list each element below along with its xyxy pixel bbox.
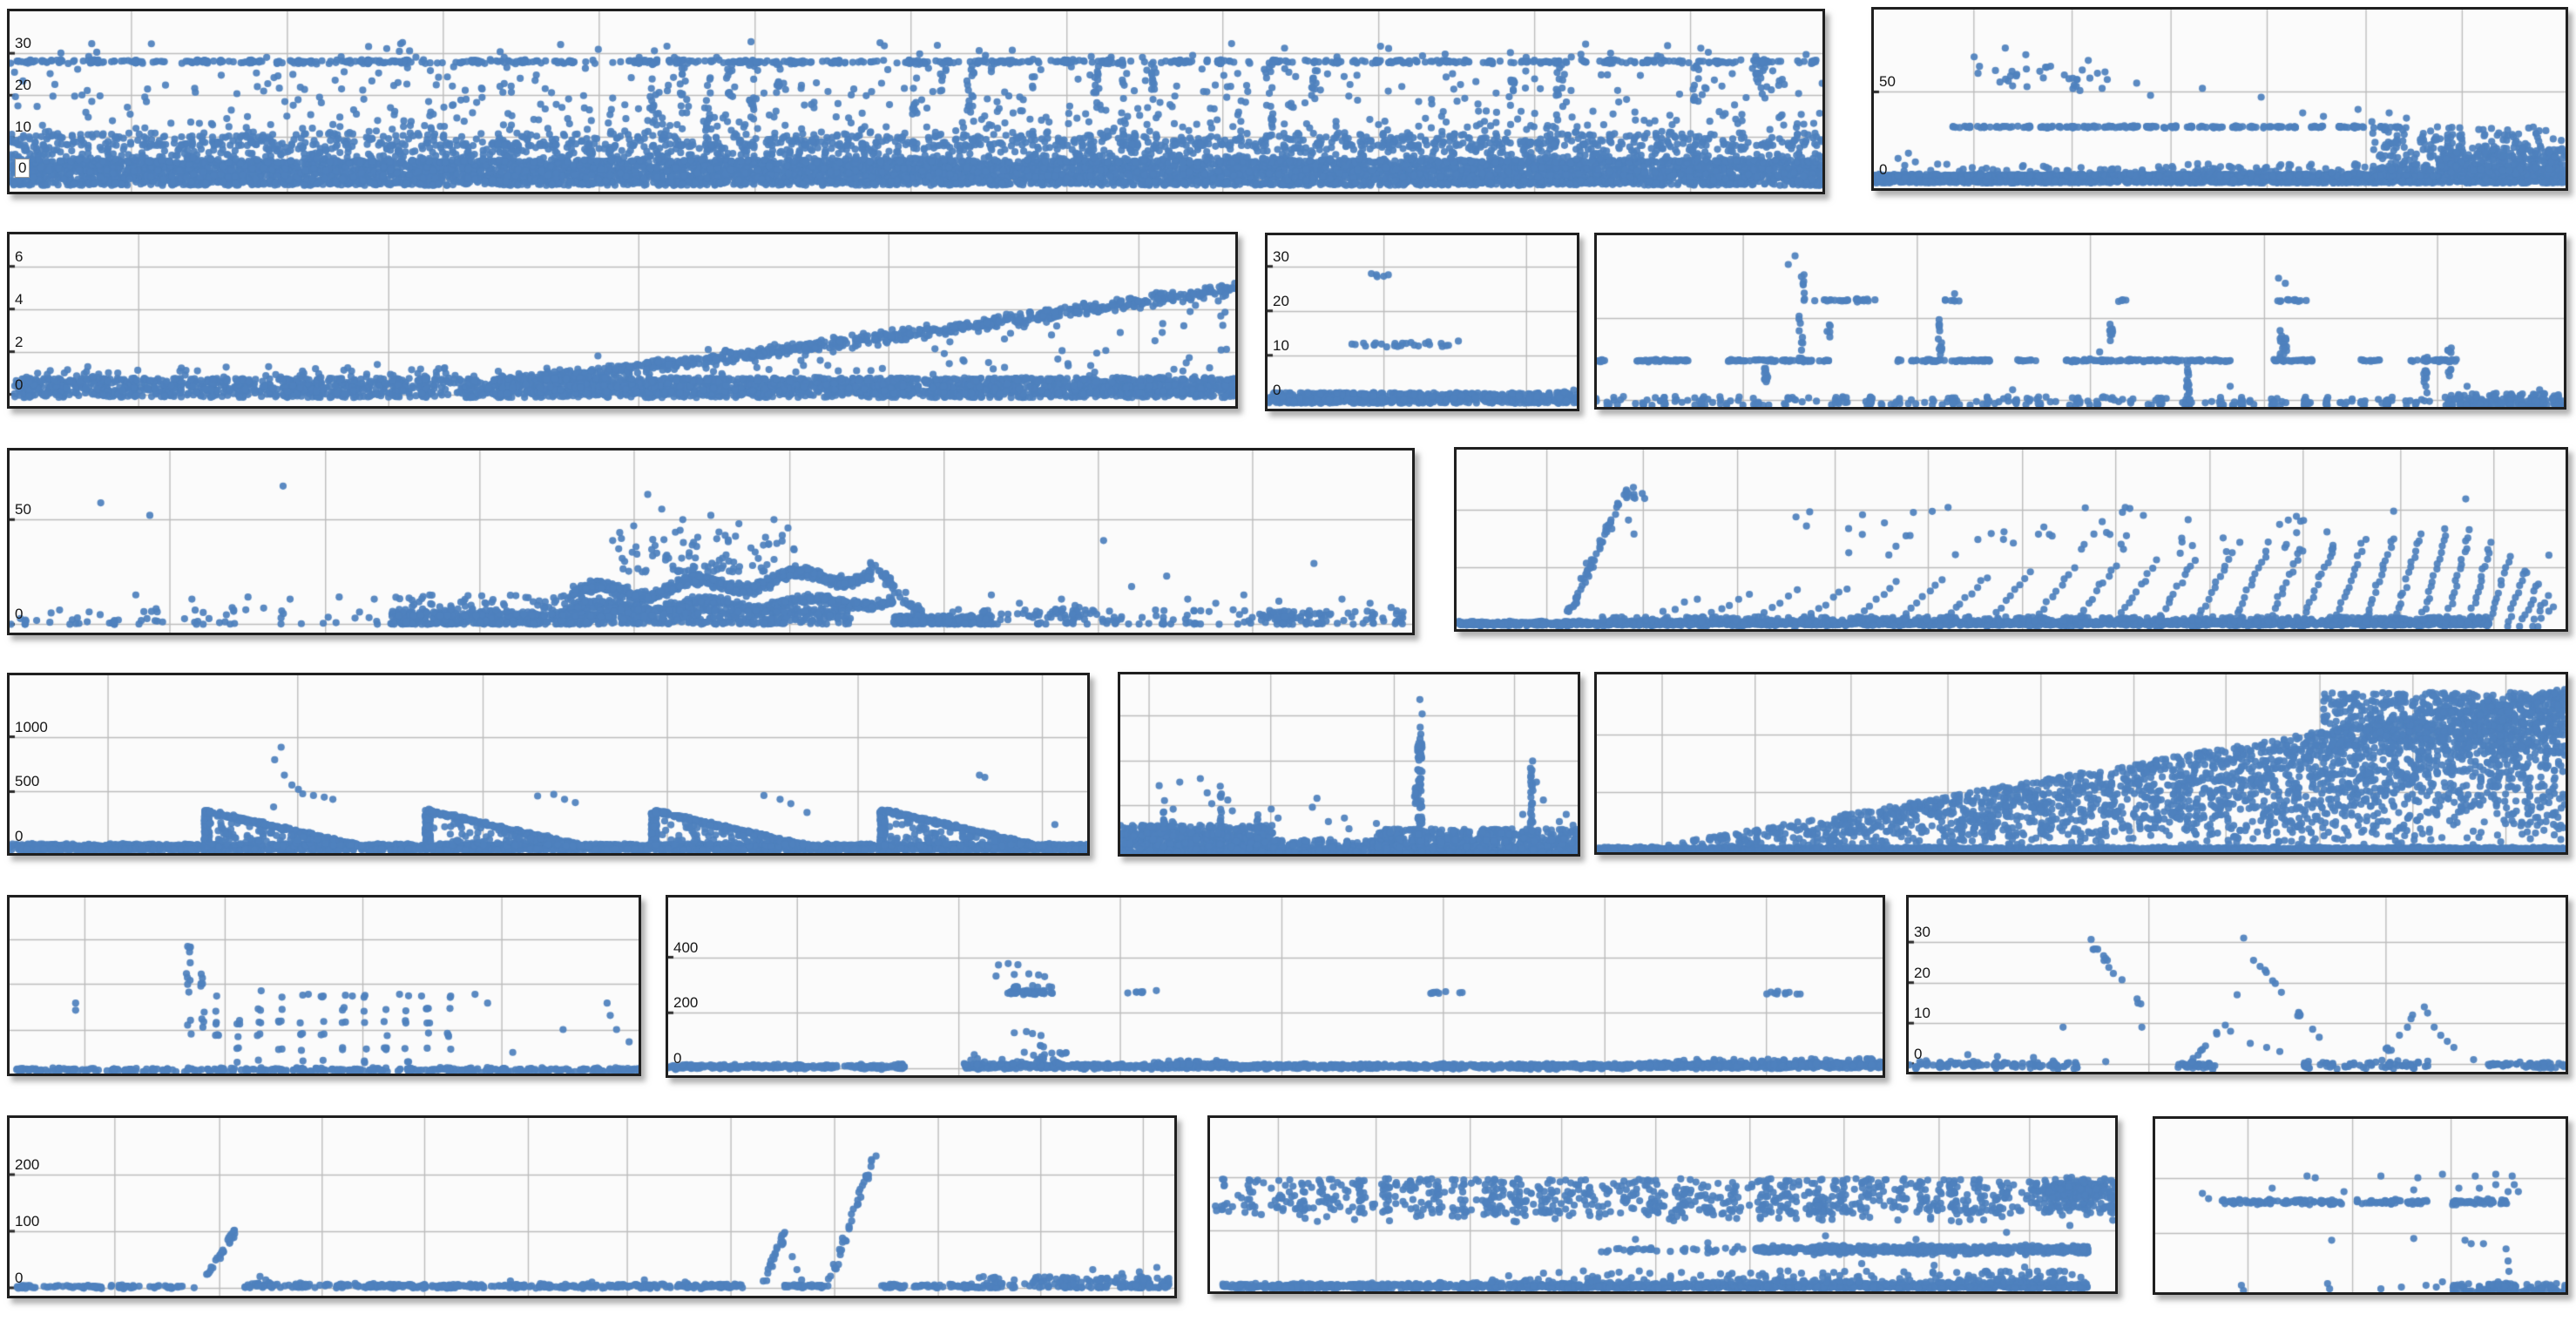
y-axis-tick-label: 200 [15, 1155, 40, 1173]
y-axis-tick-label: 200 [673, 994, 699, 1012]
chart-plot-canvas [10, 234, 1235, 406]
y-axis-tick-label: 0 [15, 1269, 24, 1286]
chart-plot-canvas [10, 1118, 1174, 1296]
y-axis-tick-label: 10 [1273, 336, 1289, 354]
chart-plot-canvas [10, 898, 639, 1074]
y-axis-tick-label: 400 [673, 938, 699, 956]
chart-plot-canvas [1210, 1118, 2115, 1291]
y-axis-tick-label: 20 [1273, 292, 1289, 309]
scatter-chart-row4-right-rising-fan[interactable] [1594, 672, 2568, 855]
chart-plot-canvas [2155, 1119, 2566, 1292]
chart-plot-canvas [1909, 898, 2566, 1072]
chart-plot-canvas [1597, 235, 2564, 407]
chart-plot-canvas [1874, 10, 2566, 188]
scatter-chart-row3-left-hump-ridges[interactable]: 50 0 [7, 448, 1415, 635]
y-axis-tick-label: 20 [15, 77, 31, 94]
chart-plot-canvas [1457, 450, 2566, 629]
y-axis-tick-label: 50 [15, 501, 31, 518]
scatter-chart-row4-left-sawtooth-fins[interactable]: 1000 500 0 [7, 673, 1090, 856]
y-axis-tick-label: 0 [15, 606, 24, 623]
y-axis-tick-label: 0 [1914, 1045, 1923, 1062]
y-axis-tick-label: 0 [15, 376, 24, 393]
scatter-chart-row6-right-dash-line-sparse[interactable] [2153, 1116, 2568, 1295]
scatter-chart-row6-middle-two-bands[interactable] [1207, 1115, 2118, 1294]
chart-plot-canvas [668, 898, 1883, 1075]
y-axis-tick-label: 30 [1914, 924, 1930, 941]
scatter-chart-row2-right-dash-line-with-spike-clusters[interactable] [1594, 233, 2566, 410]
y-axis-tick-label: 0 [15, 158, 30, 178]
chart-plot-canvas [1268, 235, 1577, 409]
chart-plot-canvas [1120, 674, 1578, 854]
y-axis-tick-label: 10 [1914, 1005, 1930, 1022]
y-axis-tick-label: 500 [15, 773, 40, 790]
y-axis-tick-label: 0 [15, 828, 24, 845]
scatter-chart-row1-right-level-line-50[interactable]: 50 0 [1871, 7, 2568, 191]
y-axis-tick-label: 6 [15, 247, 24, 265]
y-axis-tick-label: 0 [673, 1050, 682, 1067]
y-axis-tick-label: 10 [15, 119, 31, 136]
scatter-chart-row2-middle-small[interactable]: 30 20 10 0 [1265, 233, 1579, 411]
y-axis-tick-label: 20 [1914, 964, 1930, 981]
scatter-chart-row5-left-dotted-columns[interactable] [7, 895, 641, 1076]
chart-plot-canvas [1597, 674, 2566, 852]
y-axis-tick-label: 0 [1273, 381, 1281, 398]
scatter-chart-row4-middle-spiky-columns[interactable] [1118, 672, 1580, 857]
y-axis-tick-label: 2 [15, 333, 24, 350]
scatter-chart-row1-wide-dense-band-with-ceiling-line[interactable]: 30 20 10 0 [7, 9, 1825, 194]
chart-plot-canvas [10, 450, 1412, 633]
scatter-chart-row5-right-descending-chains[interactable]: 30 20 10 0 [1906, 895, 2568, 1074]
y-axis-tick-label: 0 [1879, 160, 1888, 178]
scatter-chart-row3-right-diagonal-stripes[interactable] [1454, 447, 2568, 632]
y-axis-tick-label: 100 [15, 1212, 40, 1230]
y-axis-tick-label: 30 [1273, 247, 1289, 265]
y-axis-tick-label: 1000 [15, 718, 48, 735]
scatter-chart-row5-middle-cluster-at-280[interactable]: 400 200 0 [666, 895, 1885, 1078]
y-axis-tick-label: 30 [15, 35, 31, 52]
scatter-chart-row6-left-diagonal-spikes[interactable]: 200 100 0 [7, 1115, 1177, 1298]
y-axis-tick-label: 50 [1879, 73, 1896, 91]
chart-plot-canvas [10, 11, 1822, 192]
scatter-chart-row2-left-rising-trend[interactable]: 6 4 2 0 [7, 232, 1238, 409]
y-axis-tick-label: 4 [15, 290, 24, 308]
chart-plot-canvas [10, 675, 1087, 853]
